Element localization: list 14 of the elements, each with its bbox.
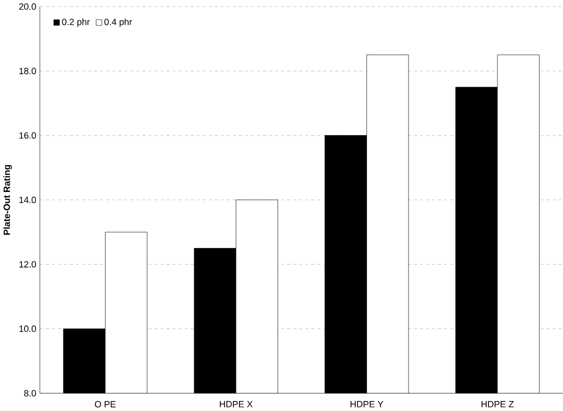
y-tick-label: 16.0 (19, 132, 36, 139)
y-tick-label: 20.0 (19, 3, 36, 10)
x-tick-label: HDPE X (220, 401, 253, 408)
x-tick-label: O PE (94, 401, 116, 408)
y-tick-label: 10.0 (19, 326, 36, 332)
y-tick-label: 18.0 (19, 68, 36, 74)
y-tick-label: 12.0 (19, 261, 36, 268)
legend-label: 0.2 phr (62, 18, 90, 28)
y-axis-title: Plate-Out Rating (3, 165, 12, 235)
x-tick-label: HDPE Y (350, 401, 384, 408)
y-tick-label: 14.0 (19, 196, 36, 204)
x-tick-label: HDPE Z (482, 401, 514, 408)
y-tick-label: 8.0 (24, 390, 36, 397)
legend-label: 0.4 phr (104, 18, 132, 28)
